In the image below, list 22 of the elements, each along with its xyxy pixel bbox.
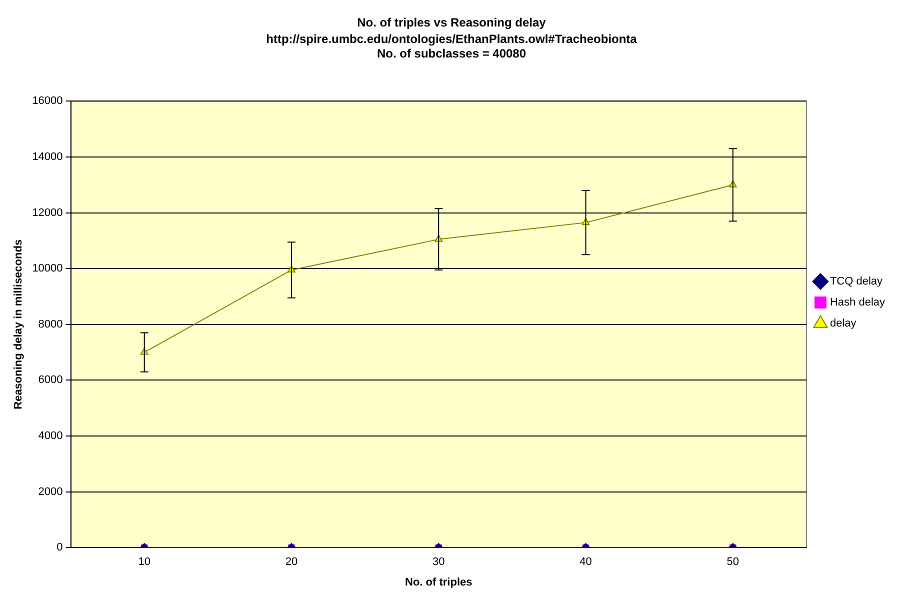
y-tick-label: 6000 [38, 374, 63, 386]
x-tick-label: 10 [138, 556, 150, 568]
legend-label: delay [830, 318, 857, 330]
legend-label: Hash delay [830, 296, 886, 309]
x-axis-title: No. of triples [405, 576, 472, 588]
x-tick-label: 30 [432, 556, 445, 568]
chart-title: No. of triples vs Reasoning delay [357, 16, 546, 30]
y-tick-label: 8000 [38, 318, 63, 330]
x-tick-label: 20 [285, 556, 298, 568]
y-tick-label: 12000 [32, 206, 63, 219]
y-tick-label: 14000 [32, 151, 63, 164]
y-tick-label: 4000 [38, 430, 63, 442]
y-tick-label: 10000 [32, 262, 63, 275]
y-tick-label: 2000 [38, 486, 63, 498]
y-axis-title: Reasoning delay in milliseconds [12, 239, 25, 410]
y-tick-label: 0 [56, 542, 63, 554]
legend-label: TCQ delay [830, 276, 884, 288]
text: http://spire.umbc.edu/ontologies/EthanPlants.owl#Tracheobionta [266, 32, 637, 46]
x-tick-label: 50 [726, 556, 740, 568]
y-tick-label: 16000 [32, 95, 63, 108]
text: No. of subclasses = 40080 [376, 46, 526, 60]
x-tick-label: 40 [580, 556, 592, 568]
